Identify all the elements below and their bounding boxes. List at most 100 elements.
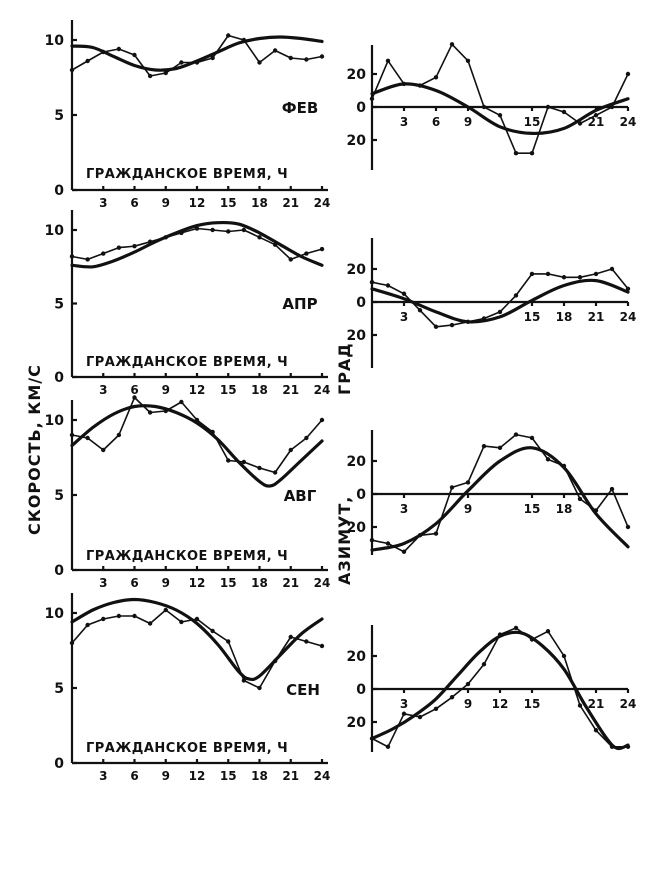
data-point	[272, 48, 278, 53]
x-tick-label: 18	[556, 502, 573, 516]
data-point	[116, 245, 122, 250]
data-point	[545, 629, 551, 634]
data-point	[369, 538, 375, 543]
azimuth-chart-5: 3 9 15 18 20 0 20	[347, 430, 631, 555]
data-point	[85, 257, 90, 262]
data-point	[625, 524, 631, 530]
observed-line	[371, 627, 628, 748]
y-tick-label: 0	[356, 682, 366, 698]
data-point	[481, 443, 487, 449]
x-tick-label: 21	[282, 196, 299, 210]
x-tick-label: 15	[524, 697, 541, 711]
fit-curve	[370, 446, 630, 552]
y-tick-label: 0	[356, 487, 366, 503]
data-point	[481, 104, 487, 110]
data-point	[417, 714, 423, 720]
y-tick-label: 0	[54, 756, 64, 772]
data-point	[147, 410, 153, 415]
x-tick-label: 3	[99, 383, 107, 397]
data-point	[385, 541, 391, 546]
x-tick-label: 15	[220, 576, 237, 590]
y-tick-label: 0	[54, 183, 64, 199]
month-label: АВГ	[284, 487, 317, 505]
y-tick-label: 20	[347, 133, 367, 149]
data-point	[625, 286, 631, 291]
data-point	[257, 685, 262, 691]
y-tick-label: 20	[347, 67, 367, 83]
x-tick-label: 6	[130, 769, 138, 783]
data-point	[226, 229, 231, 234]
data-point	[101, 447, 106, 453]
data-point	[577, 121, 583, 126]
data-point	[625, 71, 631, 77]
data-point	[132, 243, 137, 249]
data-point	[304, 639, 309, 644]
time-axis-label: ГРАЖДАНСКОЕ ВРЕМЯ, Ч	[86, 549, 288, 564]
data-point	[210, 628, 215, 634]
data-point	[85, 58, 90, 64]
x-tick-label: 12	[189, 196, 206, 210]
y-tick-label: 20	[347, 262, 367, 278]
x-tick-label: 9	[162, 383, 170, 397]
data-point	[257, 465, 262, 471]
data-point	[465, 681, 471, 687]
data-point	[465, 480, 471, 485]
x-tick-label: 3	[99, 576, 107, 590]
azimuth-chart-7: 3 9 12 15 21 24 20 0 20	[347, 625, 636, 752]
data-point	[385, 744, 391, 749]
data-point	[147, 621, 153, 626]
data-point	[545, 271, 551, 277]
x-tick-label: 18	[556, 310, 573, 324]
data-point	[194, 616, 200, 622]
speed-chart-6: 3 6 9 12 15 18 21 24 0 5 10 СЕН ГРАЖДАНСКОЕ ВРЕМЯ, Ч	[45, 593, 330, 783]
y-tick-label: 5	[54, 108, 64, 124]
x-tick-label: 12	[189, 769, 206, 783]
time-axis-label: ГРАЖДАНСКОЕ ВРЕМЯ, Ч	[86, 355, 288, 370]
x-tick-label: 18	[251, 383, 268, 397]
speed-axis-label: СКОРОСТЬ, КМ/С	[25, 364, 44, 535]
data-point	[561, 653, 567, 659]
data-point	[465, 58, 471, 63]
data-point	[69, 254, 75, 259]
x-tick-label: 9	[464, 115, 472, 129]
x-tick-label: 12	[189, 576, 206, 590]
data-point	[401, 549, 407, 554]
data-point	[529, 271, 535, 277]
data-point	[226, 639, 231, 644]
x-tick-label: 15	[524, 502, 541, 516]
speed-chart-0: 3 6 9 12 15 18 21 24 0 5 10 ФЕВ ГРАЖДАНСКОЕ ВРЕМЯ, Ч	[45, 20, 330, 210]
y-tick-label: 10	[45, 223, 65, 239]
data-point	[132, 395, 137, 400]
data-point	[449, 485, 455, 490]
data-point	[497, 309, 503, 315]
y-tick-label: 20	[347, 649, 367, 665]
azimuth-axis-label: АЗИМУТ,	[335, 496, 354, 585]
x-tick-label: 6	[130, 383, 138, 397]
data-point	[179, 60, 184, 65]
x-tick-label: 3	[99, 769, 107, 783]
x-tick-label: 6	[130, 196, 138, 210]
data-point	[449, 322, 455, 328]
data-point	[132, 52, 137, 58]
y-tick-label: 20	[347, 520, 367, 536]
data-point	[593, 113, 599, 118]
data-point	[513, 293, 519, 298]
azimuth-unit-label: ГРАД	[335, 342, 354, 395]
x-tick-label: 24	[314, 576, 331, 590]
x-tick-label: 24	[620, 115, 637, 129]
chart-panels: 3 6 9 12 15 18 21 24 0 5 10 ФЕВ ГРАЖДАНСКОЕ ВРЕМЯ, Ч…	[45, 20, 637, 783]
data-point	[304, 435, 309, 441]
x-tick-label: 12	[492, 697, 509, 711]
data-point	[401, 291, 407, 296]
data-point	[609, 486, 615, 492]
fit-curve	[70, 35, 324, 72]
data-point	[449, 42, 455, 47]
data-point	[449, 695, 455, 700]
x-tick-label: 24	[620, 310, 637, 324]
data-point	[545, 104, 551, 110]
data-point	[179, 399, 184, 405]
x-tick-label: 9	[162, 196, 170, 210]
x-tick-label: 9	[162, 576, 170, 590]
fit-curve	[370, 630, 630, 751]
data-point	[116, 432, 122, 438]
